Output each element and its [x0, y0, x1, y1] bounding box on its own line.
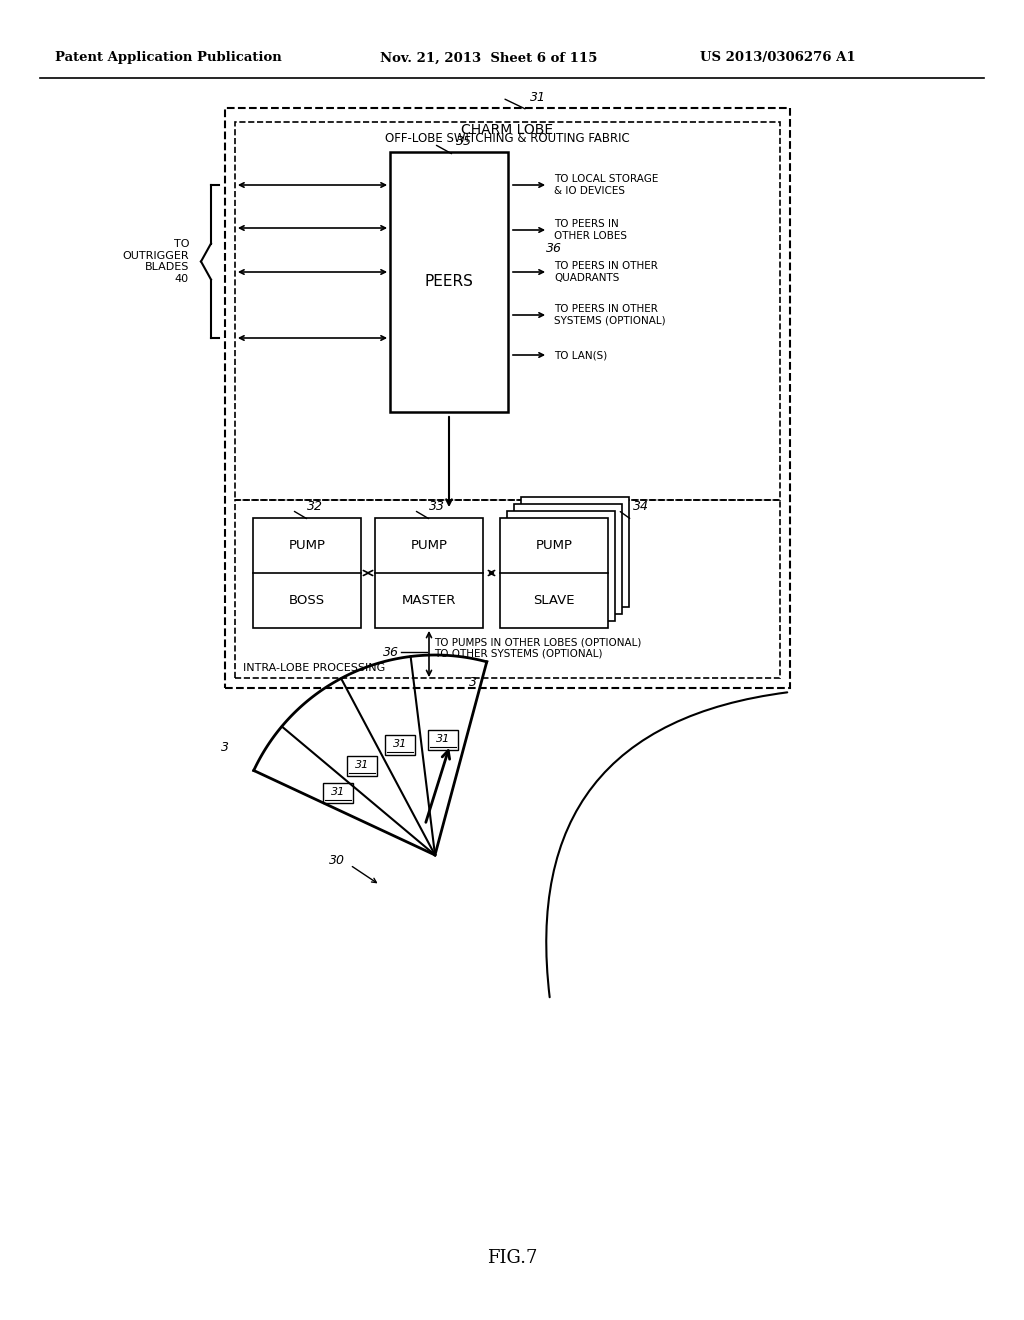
Text: 31: 31 — [529, 91, 546, 104]
Text: TO
OUTRIGGER
BLADES
40: TO OUTRIGGER BLADES 40 — [123, 239, 189, 284]
Bar — [253, 517, 361, 628]
Text: MASTER: MASTER — [401, 594, 456, 607]
Text: TO LAN(S): TO LAN(S) — [554, 350, 607, 360]
Text: 33: 33 — [429, 500, 445, 513]
Text: 35: 35 — [456, 135, 472, 148]
Text: 31: 31 — [436, 734, 451, 744]
Bar — [500, 517, 608, 628]
Bar — [234, 121, 780, 500]
Text: 31: 31 — [393, 739, 408, 750]
Text: Patent Application Publication: Patent Application Publication — [55, 51, 282, 65]
Text: US 2013/0306276 A1: US 2013/0306276 A1 — [700, 51, 856, 65]
Text: TO PEERS IN OTHER
SYSTEMS (OPTIONAL): TO PEERS IN OTHER SYSTEMS (OPTIONAL) — [554, 304, 666, 326]
Text: INTRA-LOBE PROCESSING: INTRA-LOBE PROCESSING — [243, 663, 385, 673]
Text: PUMP: PUMP — [411, 539, 447, 552]
Bar — [323, 783, 353, 803]
Text: TO LOCAL STORAGE
& IO DEVICES: TO LOCAL STORAGE & IO DEVICES — [554, 174, 658, 195]
Text: TO PEERS IN
OTHER LOBES: TO PEERS IN OTHER LOBES — [554, 219, 627, 240]
Text: 34: 34 — [633, 500, 649, 513]
Text: 3: 3 — [469, 676, 477, 689]
Text: TO PUMPS IN OTHER LOBES (OPTIONAL)
TO OTHER SYSTEMS (OPTIONAL): TO PUMPS IN OTHER LOBES (OPTIONAL) TO OT… — [434, 638, 641, 659]
Bar — [347, 755, 377, 776]
Text: 36: 36 — [546, 242, 562, 255]
Text: 36: 36 — [383, 645, 399, 659]
Text: CHARM LOBE: CHARM LOBE — [462, 123, 554, 137]
Bar — [385, 735, 415, 755]
Bar — [225, 108, 790, 688]
Text: TO PEERS IN OTHER
QUADRANTS: TO PEERS IN OTHER QUADRANTS — [554, 261, 657, 282]
Text: 32: 32 — [307, 500, 323, 513]
Text: PEERS: PEERS — [425, 275, 473, 289]
Text: PUMP: PUMP — [536, 539, 572, 552]
Bar — [514, 504, 622, 614]
Text: PUMP: PUMP — [289, 539, 326, 552]
Text: 30: 30 — [329, 854, 345, 866]
Text: SLAVE: SLAVE — [534, 594, 574, 607]
Bar — [390, 152, 508, 412]
Text: BOSS: BOSS — [289, 594, 325, 607]
Text: FIG.7: FIG.7 — [486, 1249, 538, 1267]
Text: 31: 31 — [355, 759, 369, 770]
Text: 31: 31 — [331, 787, 345, 797]
Bar — [428, 730, 458, 750]
Bar — [234, 500, 780, 678]
Bar — [375, 517, 483, 628]
Text: 3: 3 — [221, 742, 228, 755]
Bar — [507, 511, 615, 620]
Bar — [521, 498, 629, 607]
Text: Nov. 21, 2013  Sheet 6 of 115: Nov. 21, 2013 Sheet 6 of 115 — [380, 51, 597, 65]
Text: OFF-LOBE SWITCHING & ROUTING FABRIC: OFF-LOBE SWITCHING & ROUTING FABRIC — [385, 132, 630, 144]
